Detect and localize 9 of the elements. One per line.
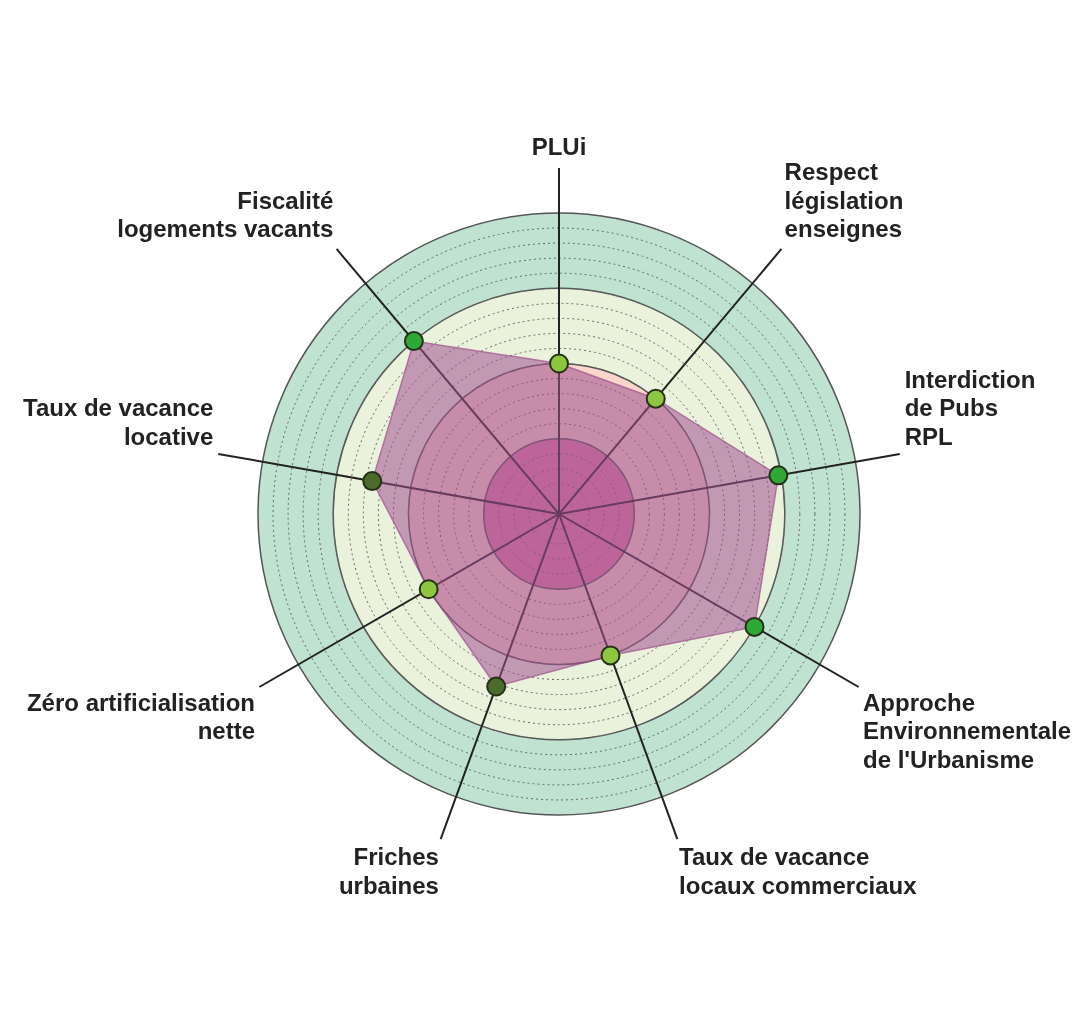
spoke-label: Approche Environnementale de l'Urbanisme xyxy=(862,688,1072,774)
spoke-label: Fiscalité logements vacants xyxy=(117,186,334,243)
spoke-label: Respect législation enseignes xyxy=(784,157,904,243)
spoke-label: Taux de vacance locative xyxy=(23,394,214,451)
spoke-label: Friches urbaines xyxy=(338,842,439,899)
spoke-label: Zéro artificialisation nette xyxy=(26,688,256,745)
spoke-label: Interdiction de Pubs RPL xyxy=(904,365,1036,451)
spoke-label: PLUi xyxy=(531,133,587,161)
spoke-label: Taux de vacance locaux commerciaux xyxy=(679,842,918,899)
